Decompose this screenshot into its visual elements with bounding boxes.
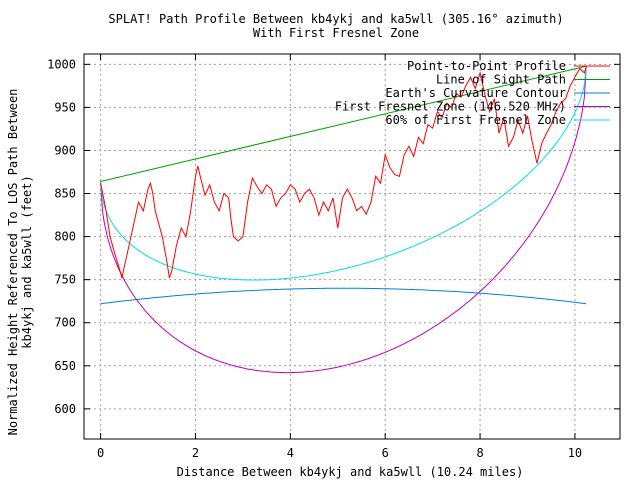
series-first-fresnel-zone-146-520-mhz bbox=[100, 66, 587, 374]
chart-subtitle: With First Fresnel Zone bbox=[253, 26, 419, 40]
legend-label-first-fresnel-zone-146-520-mhz: First Fresnel Zone (146.520 MHz) bbox=[335, 100, 566, 114]
series-60-of-first-fresnel-zone bbox=[100, 66, 587, 281]
axis-ticks: 600 650 700 750 800 850 900 950 1000 0 2 4 6 8 10 bbox=[47, 54, 620, 460]
x-tick-label: 10 bbox=[568, 446, 582, 460]
y-tick-label: 900 bbox=[54, 143, 76, 157]
x-tick-label: 6 bbox=[382, 446, 389, 460]
legend-label-point-to-point-profile: Point-to-Point Profile bbox=[407, 59, 566, 73]
y-tick-label: 650 bbox=[54, 359, 76, 373]
y-tick-label: 1000 bbox=[47, 57, 76, 71]
legend-label-60-of-first-fresnel-zone: 60% of First Fresnel Zone bbox=[385, 113, 566, 127]
y-tick-label: 700 bbox=[54, 316, 76, 330]
y-tick-label: 750 bbox=[54, 273, 76, 287]
x-axis-label: Distance Between kb4ykj and ka5wll (10.2… bbox=[177, 465, 524, 479]
chart-title: SPLAT! Path Profile Between kb4ykj and k… bbox=[108, 12, 563, 26]
series-lines bbox=[100, 65, 587, 374]
y-axis-label-line2: kb4ykj and ka5wll (feet) bbox=[20, 175, 34, 348]
y-tick-label: 850 bbox=[54, 187, 76, 201]
x-tick-label: 4 bbox=[287, 446, 294, 460]
series-point-to-point-profile bbox=[100, 65, 587, 279]
legend-label-line-of-sight-path: Line of Sight Path bbox=[436, 73, 566, 87]
y-tick-label: 950 bbox=[54, 100, 76, 114]
legend-label-earth-s-curvature-contour: Earth's Curvature Contour bbox=[385, 86, 566, 100]
y-tick-label: 800 bbox=[54, 230, 76, 244]
series-line-of-sight-path bbox=[100, 65, 587, 182]
series-earth-s-curvature-contour bbox=[100, 287, 587, 305]
x-tick-label: 0 bbox=[97, 446, 104, 460]
y-axis-label-line1: Normalized Height Referenced To LOS Path… bbox=[6, 89, 20, 436]
y-tick-label: 600 bbox=[54, 402, 76, 416]
x-tick-label: 2 bbox=[192, 446, 199, 460]
x-tick-label: 8 bbox=[476, 446, 483, 460]
plot-frame bbox=[83, 53, 621, 440]
grid-lines bbox=[84, 54, 620, 439]
